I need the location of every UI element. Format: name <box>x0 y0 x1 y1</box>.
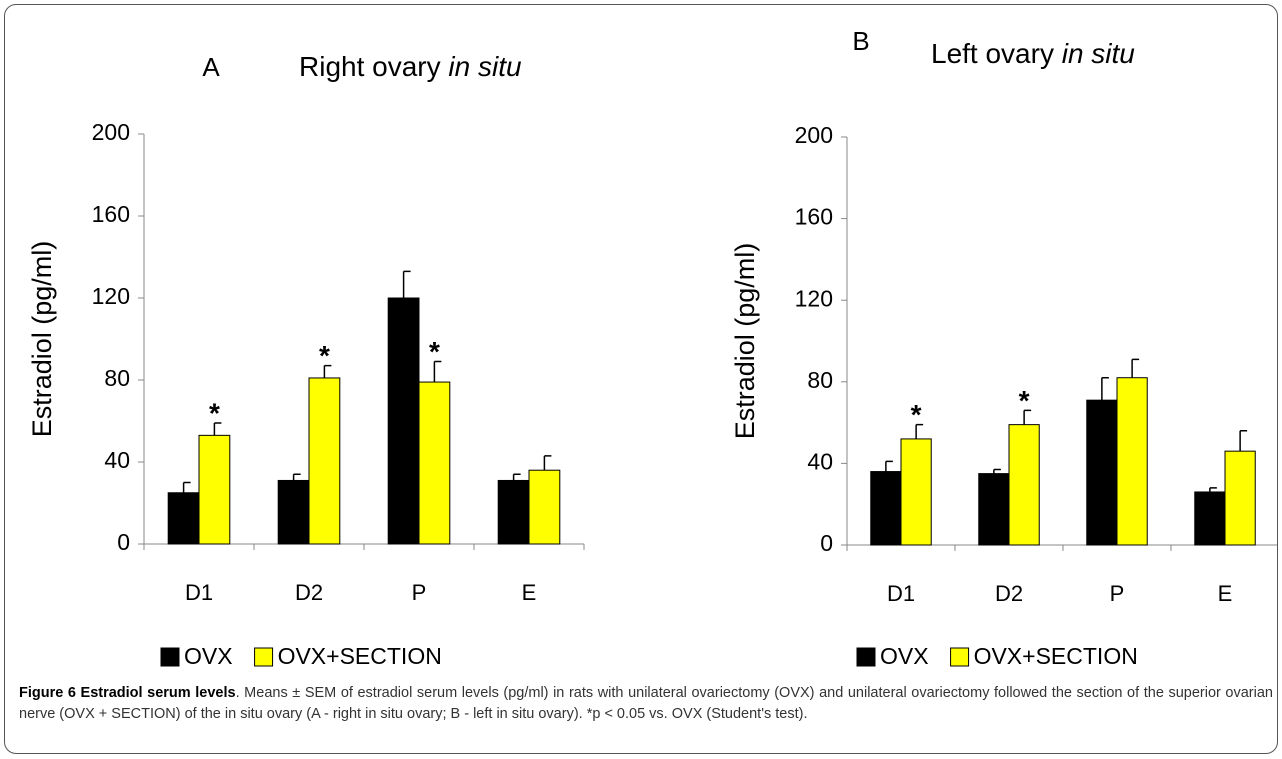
bar <box>1086 399 1118 546</box>
x-tick-label: P <box>412 580 427 605</box>
panel-label: B <box>852 26 869 56</box>
legend-swatch <box>160 647 180 667</box>
error-bar <box>402 270 411 298</box>
significance-marker: * <box>429 336 440 367</box>
y-tick-label: 160 <box>92 201 130 227</box>
y-tick-label: 0 <box>820 530 833 556</box>
x-tick-label: D1 <box>887 581 915 606</box>
x-tick-label: P <box>1110 581 1125 606</box>
significance-marker: * <box>1019 385 1030 416</box>
legend-label: OVX <box>184 643 233 669</box>
error-bar <box>543 455 552 471</box>
y-tick-label: 120 <box>92 283 130 309</box>
error-bar <box>292 473 301 481</box>
y-axis-label: Estradiol (pg/ml) <box>730 243 760 440</box>
caption-text: . Means ± SEM of estradiol serum levels … <box>19 685 1273 722</box>
bar <box>167 492 200 545</box>
legend-label: OVX <box>880 643 929 669</box>
title-emphasis: in situ <box>448 51 522 82</box>
x-tick-label: D2 <box>995 581 1023 606</box>
x-tick-label: D1 <box>185 580 213 605</box>
error-bar <box>1131 358 1140 378</box>
bar <box>1116 377 1148 546</box>
y-tick-label: 200 <box>795 122 833 148</box>
error-bar <box>993 468 1001 474</box>
error-bar <box>512 473 521 481</box>
bar <box>900 438 932 546</box>
bar <box>528 469 561 545</box>
y-tick-label: 200 <box>92 119 130 145</box>
legend-label: OVX+SECTION <box>974 643 1138 669</box>
y-tick-label: 120 <box>795 285 833 311</box>
error-bar <box>885 460 893 472</box>
caption: Figure 6 Estradiol serum levels. Means ±… <box>19 683 1273 725</box>
y-tick-label: 40 <box>104 447 130 473</box>
significance-marker: * <box>209 397 220 428</box>
caption-label: Figure 6 Estradiol serum levels <box>19 685 236 701</box>
bar <box>870 471 902 546</box>
y-tick-label: 80 <box>807 367 833 393</box>
chart-title: Left ovary in situ <box>931 38 1135 69</box>
title-text: Right ovary <box>299 51 441 82</box>
title-emphasis: in situ <box>1062 38 1136 69</box>
title-text: Left ovary <box>931 38 1054 69</box>
bar <box>1008 424 1040 546</box>
bar <box>418 381 451 545</box>
bar <box>497 479 530 545</box>
significance-marker: * <box>319 340 330 371</box>
bar <box>198 434 231 545</box>
error-bar <box>915 423 924 439</box>
error-bar <box>182 481 191 493</box>
error-bar <box>1239 430 1248 452</box>
bar <box>308 377 341 545</box>
legend-swatch <box>950 647 970 667</box>
x-tick-label: D2 <box>295 580 323 605</box>
chart-title: Right ovary in situ <box>299 51 522 82</box>
significance-marker: * <box>911 399 922 430</box>
y-tick-label: 40 <box>807 448 833 474</box>
charts: A Right ovary in situ Estradiol (pg/ml) 0 40… <box>27 26 1277 669</box>
error-bar <box>1209 487 1217 492</box>
panel-label: A <box>202 52 220 82</box>
x-tick-label: E <box>1218 581 1233 606</box>
bar <box>1224 450 1256 546</box>
bar <box>387 297 420 545</box>
figure: A Right ovary in situ Estradiol (pg/ml) 0 40… <box>4 4 1278 754</box>
bar <box>277 479 310 545</box>
y-tick-label: 160 <box>795 204 833 230</box>
y-axis-label: Estradiol (pg/ml) <box>27 241 57 438</box>
error-bar <box>213 422 222 436</box>
bar <box>1194 491 1226 546</box>
error-bar <box>433 360 442 383</box>
legend-label: OVX+SECTION <box>278 643 442 669</box>
legend-swatch <box>856 647 876 667</box>
bar <box>978 473 1010 546</box>
y-tick-label: 80 <box>104 365 130 391</box>
y-tick-label: 0 <box>117 529 130 555</box>
error-bar <box>1101 376 1109 401</box>
x-tick-label: E <box>522 580 537 605</box>
error-bar <box>1023 409 1032 425</box>
error-bar <box>323 364 332 378</box>
legend-swatch <box>254 647 274 667</box>
